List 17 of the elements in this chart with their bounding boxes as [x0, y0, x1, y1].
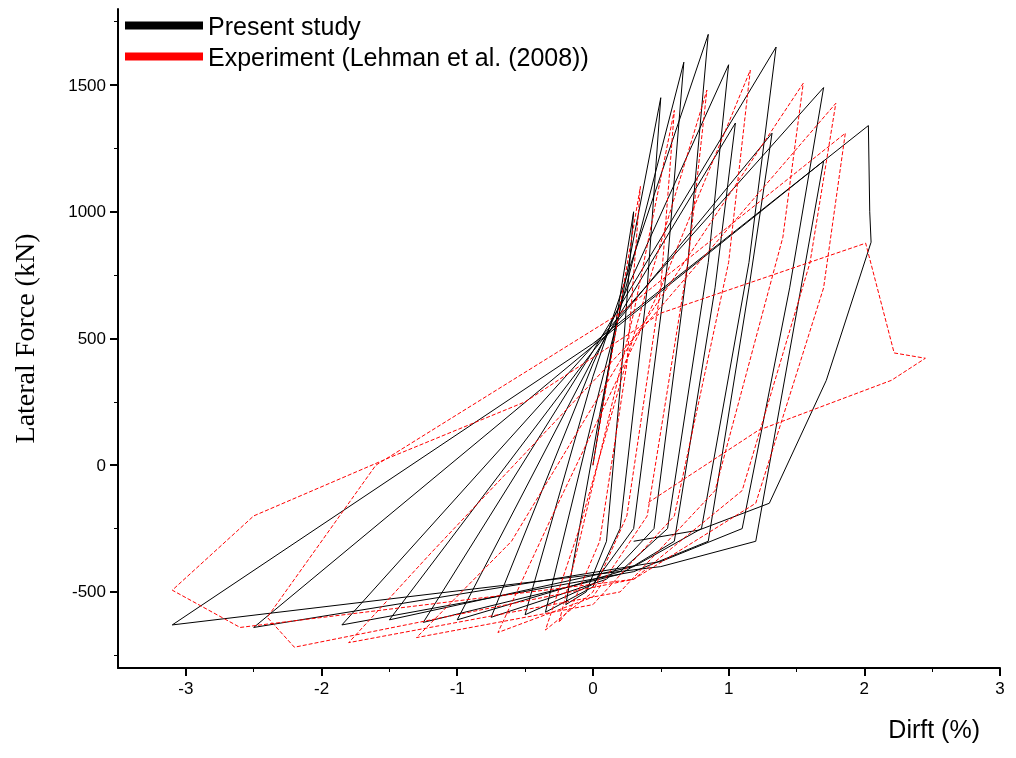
- y-tick-label: 1000: [68, 202, 106, 222]
- x-tick-label: -2: [313, 679, 330, 698]
- y-tick-label: -500: [71, 582, 106, 602]
- line-series: [171, 69, 926, 648]
- legend-label: Present study: [208, 11, 362, 40]
- x-tick-label: 0: [588, 679, 598, 698]
- y-tick-label: 1500: [68, 75, 106, 95]
- legend-label: Experiment (Lehman et al. (2008)): [208, 42, 589, 71]
- y-axis-title: Lateral Force (kN): [8, 233, 40, 444]
- y-tick-label: 0: [96, 455, 106, 475]
- x-tick-label: 3: [995, 679, 1005, 698]
- x-tick-label: 1: [723, 679, 734, 698]
- x-tick-label: -3: [178, 679, 194, 698]
- y-tick-label: 500: [77, 329, 106, 348]
- x-axis-title: Dirft (%): [888, 714, 980, 743]
- x-tick-label: -1: [449, 679, 465, 698]
- x-tick-label: 2: [859, 679, 870, 698]
